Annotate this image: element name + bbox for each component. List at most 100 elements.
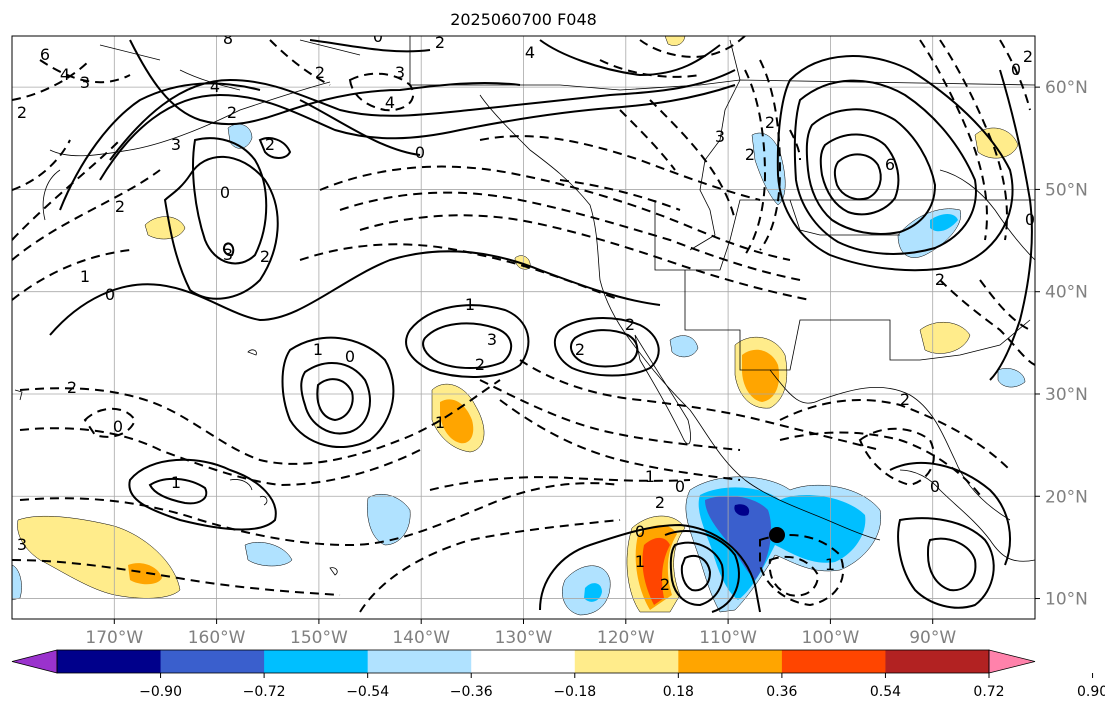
contour-label: 1 (645, 467, 655, 486)
negative-anomaly-fill (367, 494, 411, 546)
longitude-axis: 170°W 160°W 150°W 140°W 130°W 120°W 110°W 100°W… (85, 619, 956, 648)
map-title: 2025060700 F048 (450, 10, 597, 29)
colorbar: −0.90 −0.72 −0.54 −0.36 −0.18 0.18 0.36 0.54 0.7… (11, 649, 1105, 700)
contour-label: 2 (260, 247, 270, 266)
negative-anomaly-fill (751, 132, 786, 206)
contour-label: 1 (635, 552, 645, 571)
contour-label: 0 (345, 347, 355, 366)
contour-label: 3 (487, 330, 497, 349)
y-tick-label: 50°N (1045, 180, 1088, 200)
contour-label: 3 (17, 535, 27, 554)
colorbar-tick-label: −0.18 (553, 684, 596, 700)
negative-anomaly-fill (244, 542, 293, 567)
colorbar-segment (574, 650, 679, 673)
x-tick-label: 110°W (699, 628, 757, 648)
contour-label: 0 (220, 183, 230, 202)
x-tick-label: 120°W (597, 628, 655, 648)
shaded-anomaly-layer (12, 36, 1026, 616)
contour-label: 1 (313, 340, 323, 359)
y-tick-label: 10°N (1045, 590, 1088, 610)
contour-label: 2 (625, 315, 635, 334)
contours-dashed (12, 36, 1035, 613)
y-tick-label: 20°N (1045, 487, 1088, 507)
colorbar-segment (367, 650, 472, 673)
negative-anomaly-fill (705, 495, 772, 580)
positive-anomaly-fill (974, 127, 1019, 159)
gridlines (12, 36, 1035, 619)
colorbar-tick-label: 0.36 (766, 684, 797, 700)
contour-label: 4 (525, 43, 535, 62)
contour-label: 6 (40, 45, 50, 64)
contour-label: 2 (227, 103, 237, 122)
colorbar-tick-label: −0.90 (139, 684, 182, 700)
contour-label: 2 (1023, 47, 1033, 66)
x-tick-label: 100°W (802, 628, 860, 648)
colorbar-segment (160, 650, 265, 673)
negative-anomaly-fill (734, 504, 750, 516)
contour-label: 0 (415, 143, 425, 162)
contour-label: 0 (113, 417, 123, 436)
contour-label: 0 (1025, 210, 1035, 229)
contour-label: 0 (675, 477, 685, 496)
colorbar-frame (56, 649, 990, 674)
contour-label: 4 (210, 77, 220, 96)
contour-label: 3 (171, 135, 181, 154)
contour-label: 4 (60, 65, 70, 84)
negative-anomaly-fill (997, 368, 1026, 388)
colorbar-tick-label: −0.36 (450, 684, 493, 700)
x-tick-label: 140°W (392, 628, 450, 648)
negative-anomaly-fill (930, 214, 958, 232)
positive-anomaly-fill (144, 216, 186, 240)
contour-label: 2 (67, 378, 77, 397)
contour-label: 2 (435, 33, 445, 52)
colorbar-tick-label: 0.72 (973, 684, 1004, 700)
colorbar-tick-label: 0.90 (1077, 684, 1105, 700)
negative-anomaly-fill (584, 583, 602, 602)
contour-label: 0 (1011, 60, 1021, 79)
positive-anomaly-fill (642, 537, 670, 605)
colorbar-tick-label: 0.54 (870, 684, 901, 700)
contour-label: 3 (395, 63, 405, 82)
contour-label: 1 (435, 413, 445, 432)
colorbar-extend-min (11, 649, 58, 674)
contour-label: 8 (223, 29, 233, 48)
contour-label: 2 (115, 197, 125, 216)
contour-label: 2 (475, 355, 485, 374)
colorbar-segment (781, 650, 886, 673)
colorbar-segment (57, 650, 162, 673)
contour-label: 1 (825, 555, 835, 574)
x-tick-label: 90°W (909, 628, 956, 648)
colorbar-segment (471, 650, 576, 673)
y-tick-label: 40°N (1045, 283, 1088, 303)
contour-label: 2 (935, 270, 945, 289)
x-tick-label: 130°W (495, 628, 553, 648)
contour-label: 2 (315, 63, 325, 82)
contour-label: 2 (575, 340, 585, 359)
contour-label: 0 (105, 285, 115, 304)
contour-label: 2 (900, 390, 910, 409)
x-tick-label: 170°W (85, 628, 143, 648)
colorbar-tick-label: 0.18 (663, 684, 694, 700)
x-tick-label: 160°W (188, 628, 246, 648)
contour-label: 2 (660, 575, 670, 594)
contour-label: 2 (745, 145, 755, 164)
contour-label: 2 (17, 103, 27, 122)
contour-label: 0 (373, 27, 383, 46)
positive-anomaly-fill (440, 399, 474, 444)
contour-label: 2 (765, 113, 775, 132)
negative-anomaly-fill (669, 335, 699, 358)
colorbar-tick-label: −0.72 (243, 684, 286, 700)
colorbar-extend-max (988, 649, 1036, 674)
contour-label: 2 (265, 135, 275, 154)
colorbar-segment (885, 650, 990, 673)
contour-label: 1 (465, 295, 475, 314)
contours-solid (49, 39, 1033, 613)
colorbar-segment (264, 650, 369, 673)
positive-anomaly-fill (128, 563, 162, 585)
x-tick-label: 150°W (290, 628, 348, 648)
negative-anomaly-fill (12, 564, 22, 601)
contour-label: 1 (171, 473, 181, 492)
contour-label: 6 (885, 155, 895, 174)
